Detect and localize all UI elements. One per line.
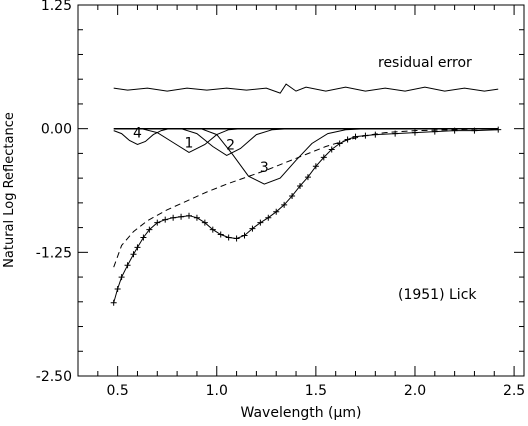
data-point-marker: [249, 225, 256, 232]
axis-ticks: [77, 4, 524, 377]
data-point-marker: [304, 174, 311, 181]
data-point-marker: [124, 262, 131, 269]
series-line-5: [200, 128, 366, 185]
data-point-marker: [186, 212, 193, 219]
y-tick-label: 0.00: [41, 122, 72, 138]
x-tick-label: 2.0: [404, 383, 426, 399]
data-point-marker: [162, 216, 169, 223]
object-name-label: (1951) Lick: [398, 287, 477, 303]
data-point-marker: [134, 244, 141, 251]
residual-error-label: residual error: [378, 55, 472, 71]
data-point-marker: [170, 214, 177, 221]
x-tick-label: 0.5: [107, 383, 129, 399]
plot-frame: [77, 4, 525, 377]
y-axis-label: Natural Log Reflectance: [2, 112, 17, 268]
data-point-marker: [336, 140, 343, 147]
data-point-marker: [201, 219, 208, 226]
data-point-marker: [411, 129, 418, 136]
band-label-4: 4: [133, 126, 142, 142]
data-point-marker: [273, 208, 280, 215]
series-line-3: [141, 128, 241, 153]
data-point-marker: [265, 214, 272, 221]
data-point-marker: [193, 214, 200, 221]
data-point-marker: [471, 127, 478, 134]
axis-tick-labels: 0.5 1.0 1.5 2.0 2.5 1.25 0.00 -1.25 -2.50: [36, 0, 525, 399]
data-point-marker: [110, 299, 117, 306]
data-point-marker: [140, 234, 147, 241]
band-labels: 4 1 2 3: [133, 126, 269, 177]
data-point-marker: [114, 285, 121, 292]
data-point-marker: [344, 136, 351, 143]
data-point-marker: [289, 192, 296, 199]
data-point-marker: [352, 133, 359, 140]
data-point-marker: [257, 219, 264, 226]
series-line-2: [113, 128, 170, 146]
data-point-marker: [130, 251, 137, 258]
data-point-marker: [451, 127, 458, 134]
series-line-4: [180, 128, 289, 156]
data-point-marker: [328, 146, 335, 153]
band-label-2: 2: [226, 137, 235, 153]
data-point-marker: [392, 130, 399, 137]
data-point-marker: [209, 226, 216, 233]
data-point-marker: [431, 128, 438, 135]
data-point-marker: [225, 234, 232, 241]
data-point-marker: [217, 231, 224, 238]
series-line-7: [113, 129, 499, 303]
data-point-marker: [362, 132, 369, 139]
data-point-marker: [495, 126, 502, 133]
series-line-1: [113, 83, 499, 94]
data-point-marker: [118, 274, 125, 281]
x-tick-label: 1.0: [206, 383, 228, 399]
y-tick-label: -1.25: [36, 245, 72, 261]
data-point-marker: [372, 131, 379, 138]
x-tick-label: 1.5: [305, 383, 327, 399]
band-label-1: 1: [185, 135, 194, 151]
series-layer: [113, 83, 499, 303]
data-point-marker: [297, 183, 304, 190]
y-tick-label: 1.25: [41, 0, 72, 14]
data-point-marker: [241, 232, 248, 239]
data-point-marker: [146, 226, 153, 233]
band-label-3: 3: [260, 160, 269, 176]
data-point-marker: [281, 201, 288, 208]
data-point-marker: [320, 154, 327, 161]
data-point-marker: [312, 163, 319, 170]
data-markers: [110, 126, 502, 306]
data-point-marker: [178, 213, 185, 220]
data-point-marker: [233, 235, 240, 242]
y-tick-label: -2.50: [36, 369, 72, 385]
x-tick-label: 2.5: [503, 383, 525, 399]
x-axis-label: Wavelength (μm): [241, 405, 362, 421]
data-point-marker: [154, 219, 161, 226]
series-line-6: [113, 128, 499, 268]
